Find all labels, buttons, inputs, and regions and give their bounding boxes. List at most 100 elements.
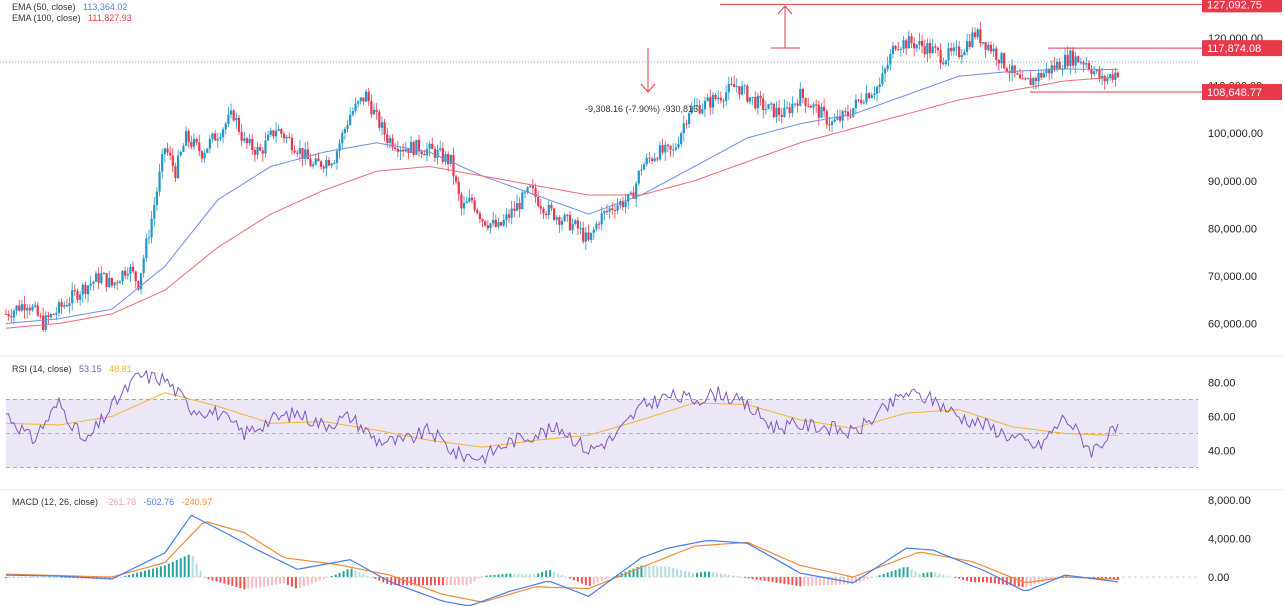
candle-body (1103, 76, 1106, 82)
macd-histogram-bar (981, 577, 984, 583)
candle-body (846, 111, 850, 117)
candle-body (290, 137, 294, 151)
macd-histogram-bar (56, 577, 59, 578)
candle-body (902, 40, 905, 49)
candle-body (203, 152, 206, 159)
candle-body (460, 194, 463, 209)
candle-body (521, 192, 524, 210)
macd-histogram-bar (688, 571, 691, 578)
price-tag-box (1202, 84, 1282, 101)
macd-histogram-bar (910, 569, 913, 578)
candle-body (346, 125, 349, 129)
candle-body (899, 48, 902, 50)
candle-body (84, 284, 87, 295)
macd-histogram-bar (402, 577, 405, 586)
candle-body (12, 310, 16, 318)
candle-body (468, 197, 471, 202)
candle-body (632, 192, 635, 199)
macd-histogram-bar (255, 577, 258, 589)
candle-body (820, 106, 823, 118)
candle-body (801, 88, 805, 99)
candle-body (380, 122, 384, 128)
macd-histogram-bar (366, 575, 369, 578)
candle-body (126, 273, 129, 276)
macd-histogram-bar (310, 577, 313, 584)
macd-histogram-bar (1045, 577, 1048, 581)
candle-body (476, 209, 479, 214)
macd-histogram-bar (40, 577, 43, 578)
candle-body (433, 148, 437, 158)
macd-histogram-bar (660, 566, 663, 578)
price-tag-box (1202, 40, 1282, 57)
price-tick-label: 90,000.00 (1208, 176, 1257, 188)
rsi-tick-label: 80.00 (1208, 377, 1236, 389)
candle-body (28, 307, 31, 311)
macd-histogram-bar (354, 570, 357, 578)
candle-body (288, 136, 291, 138)
candle-body (1085, 63, 1088, 65)
candle-body (701, 109, 704, 114)
candle-body (216, 138, 219, 141)
macd-histogram-bar (1037, 577, 1040, 584)
candle-body (317, 158, 320, 162)
candle-body (251, 138, 254, 150)
candle-body (809, 106, 812, 108)
macd-histogram-bar (902, 567, 905, 578)
candle-body (314, 158, 317, 165)
candle-body (1087, 63, 1090, 70)
macd-histogram-bar (223, 577, 226, 584)
macd-histogram-bar (719, 573, 722, 578)
macd-histogram-bar (155, 567, 158, 578)
rsi-ma-value: 48.81 (109, 364, 132, 374)
macd-line (5, 514, 1119, 606)
candle-body (637, 170, 640, 184)
candle-body (661, 145, 664, 153)
rsi-pane[interactable]: 80.00 60.00 40.00 (5, 369, 1236, 468)
candle-body (47, 315, 50, 318)
macd-histogram-bar (922, 573, 925, 578)
candle-body (709, 97, 712, 108)
macd-histogram-bar (136, 572, 139, 578)
macd-histogram-bar (64, 577, 67, 578)
candle-body (603, 211, 606, 214)
macd-signal-value: -240.97 (181, 497, 213, 507)
price-pane[interactable]: 120,000.00110,000.00100,000.0090,000.008… (0, 0, 1282, 332)
candle-body (944, 60, 948, 65)
macd-histogram-bar (997, 577, 1000, 584)
macd-histogram-bar (108, 577, 111, 580)
candle-body (785, 107, 789, 109)
candle-body (378, 111, 381, 128)
macd-histogram-bar (783, 577, 786, 584)
candle-body (989, 44, 993, 52)
candle-body (192, 138, 196, 147)
candle-body (169, 152, 172, 156)
candle-body (1048, 68, 1051, 74)
candle-body (1003, 53, 1006, 69)
candle-body (703, 101, 707, 110)
macd-pane[interactable]: 8,000.00 4,000.00 0.00 (5, 495, 1251, 606)
candle-body (155, 191, 159, 206)
candle-body (417, 139, 421, 152)
candle-body (306, 149, 309, 160)
candle-body (134, 271, 137, 282)
price-tick-label: 80,000.00 (1208, 223, 1257, 235)
macd-histogram-bar (167, 563, 170, 578)
candle-body (423, 154, 426, 156)
macd-histogram-bar (584, 577, 587, 586)
candle-body (404, 149, 407, 152)
candle-body (722, 100, 725, 102)
candle-body (963, 51, 966, 56)
macd-histogram-bar (449, 577, 452, 586)
candle-body (187, 130, 190, 143)
candle-body (849, 116, 852, 118)
candle-body (645, 157, 648, 165)
macd-histogram-bar (429, 577, 432, 586)
macd-histogram-bar (811, 577, 814, 586)
candle-body (582, 227, 585, 242)
candle-body (732, 84, 736, 88)
macd-histogram-bar (878, 575, 881, 578)
macd-histogram-bar (759, 577, 762, 581)
macd-histogram-bar (191, 555, 194, 578)
macd-histogram-bar (711, 572, 714, 578)
